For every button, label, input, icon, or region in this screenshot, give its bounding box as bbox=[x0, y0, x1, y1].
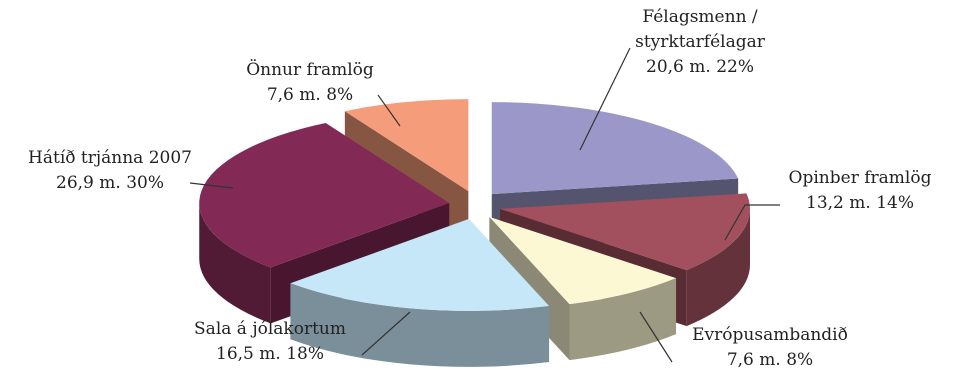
leader-line bbox=[639, 311, 673, 363]
slice-label-4: Sala á jólakortum 16,5 m. 18% bbox=[194, 311, 411, 364]
leader-line bbox=[724, 204, 780, 241]
pie-slice-edge bbox=[686, 208, 750, 327]
pie-slice-top bbox=[290, 218, 550, 311]
pie-slices bbox=[199, 99, 750, 367]
pie-slice-edge bbox=[199, 203, 271, 324]
slice-value-label: 26,9 m. 30% bbox=[56, 173, 164, 193]
leader-line bbox=[361, 311, 411, 356]
slice-label-3: Evrópusambandið 7,6 m. 8% bbox=[639, 311, 848, 370]
slice-category-label: Evrópusambandið bbox=[692, 325, 848, 345]
leader-line bbox=[189, 182, 234, 189]
leader-line bbox=[579, 47, 631, 151]
slice-label-1: Félagsmenn / styrktarfélagar 20,6 m. 22% bbox=[579, 7, 766, 151]
slice-category-label: styrktarfélagar bbox=[635, 32, 766, 52]
slice-value-label: 7,6 m. 8% bbox=[267, 85, 353, 105]
slice-value-label: 20,6 m. 22% bbox=[646, 57, 754, 77]
pie-slice-top bbox=[491, 102, 739, 195]
slice-category-label: Félagsmenn / bbox=[642, 7, 758, 27]
slice-value-label: 7,6 m. 8% bbox=[727, 350, 813, 370]
leader-line bbox=[377, 94, 401, 127]
pie-slice-top bbox=[344, 99, 469, 192]
slice-label-2: Opinber framlög 13,2 m. 14% bbox=[724, 168, 932, 241]
pie-slice-4 bbox=[290, 218, 550, 367]
pie-slice-top bbox=[489, 216, 677, 305]
slice-label-5: Hátíð trjánna 2007 26,9 m. 30% bbox=[28, 148, 234, 193]
pie-slice-edge bbox=[569, 278, 677, 361]
slice-value-label: 16,5 m. 18% bbox=[216, 344, 324, 364]
slice-category-label: Opinber framlög bbox=[789, 168, 932, 188]
slice-category-label: Sala á jólakortum bbox=[194, 319, 346, 339]
pie-slice-top bbox=[499, 193, 750, 271]
slice-value-label: 13,2 m. 14% bbox=[806, 193, 914, 213]
pie-slice-edge bbox=[290, 283, 550, 367]
pie-labels: Félagsmenn / styrktarfélagar 20,6 m. 22% Op… bbox=[28, 7, 932, 370]
pie-slice-top bbox=[199, 123, 450, 268]
slice-label-6: Önnur framlög 7,6 m. 8% bbox=[246, 59, 401, 127]
slice-category-label: Hátíð trjánna 2007 bbox=[28, 148, 192, 168]
slice-category-label: Önnur framlög bbox=[246, 59, 374, 80]
